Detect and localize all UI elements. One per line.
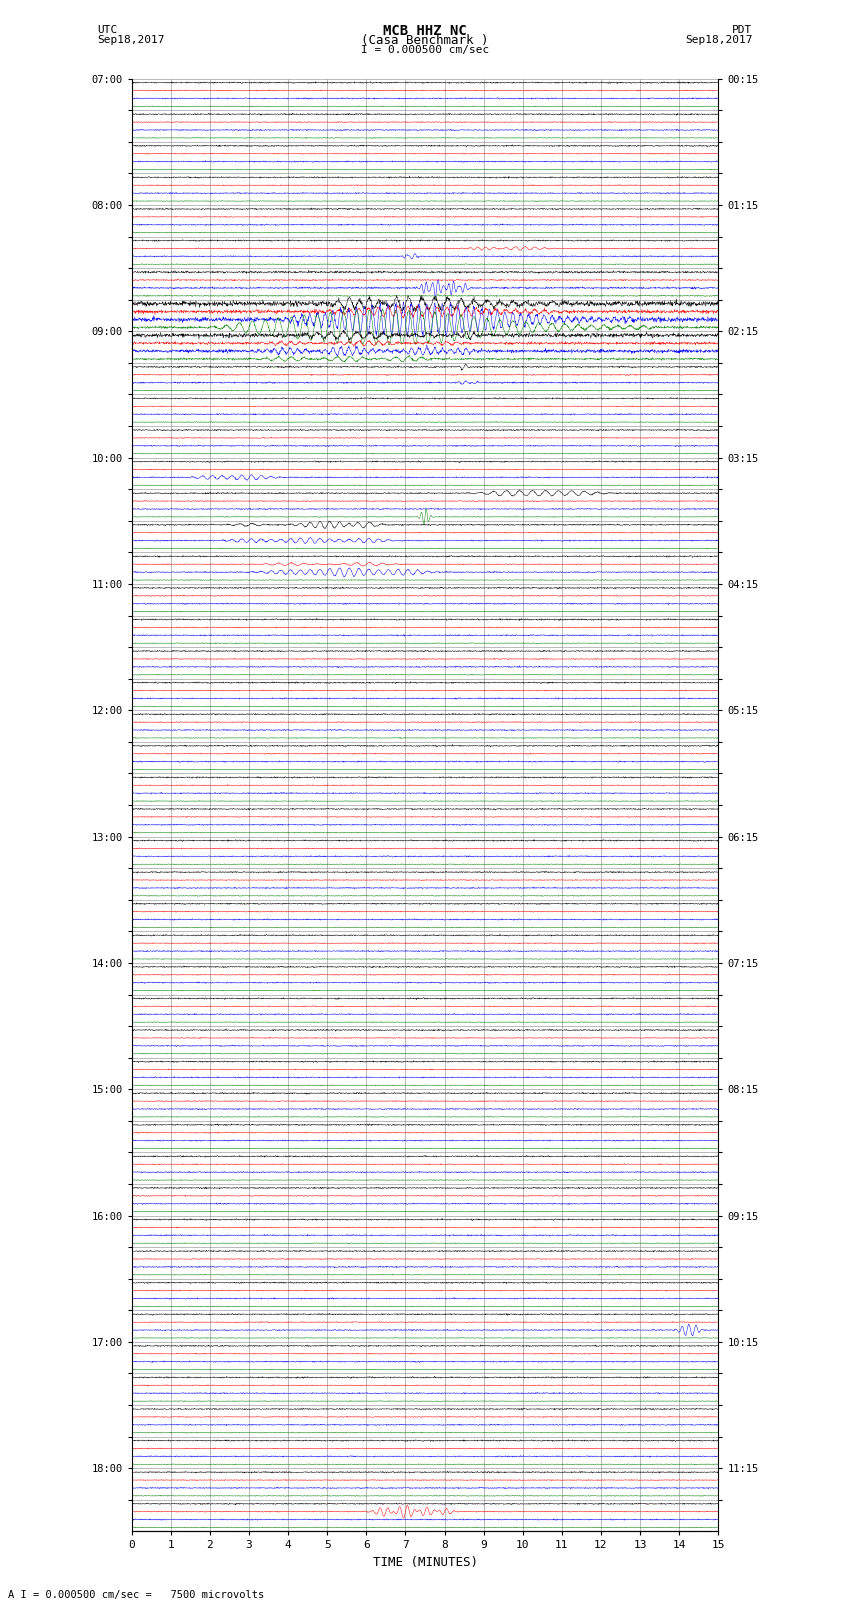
Text: (Casa Benchmark ): (Casa Benchmark ) [361,34,489,47]
Text: Sep18,2017: Sep18,2017 [685,35,752,45]
Text: MCB HHZ NC: MCB HHZ NC [383,24,467,37]
Text: UTC: UTC [98,24,118,35]
X-axis label: TIME (MINUTES): TIME (MINUTES) [372,1557,478,1569]
Text: Sep18,2017: Sep18,2017 [98,35,165,45]
Text: I = 0.000500 cm/sec: I = 0.000500 cm/sec [361,45,489,55]
Text: PDT: PDT [732,24,752,35]
Text: A I = 0.000500 cm/sec =   7500 microvolts: A I = 0.000500 cm/sec = 7500 microvolts [8,1590,264,1600]
